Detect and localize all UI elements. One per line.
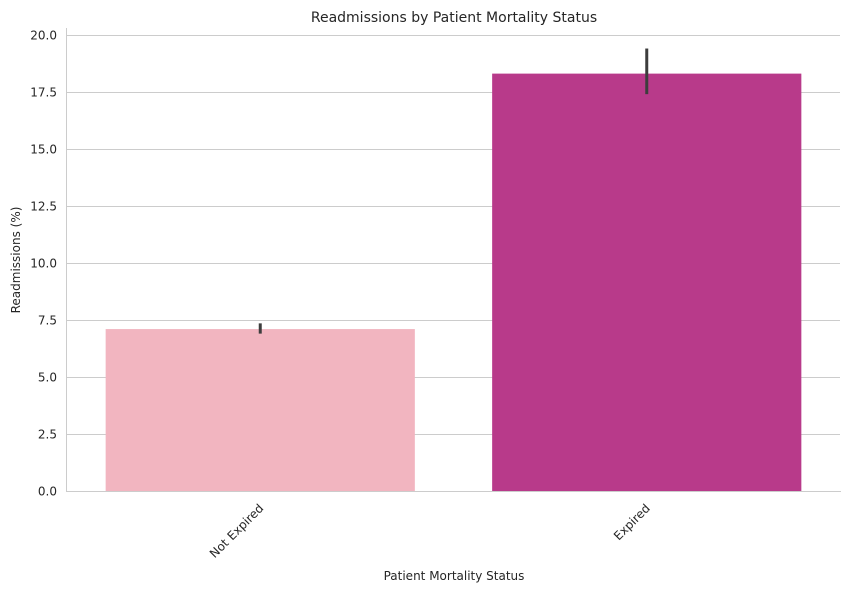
y-tick-label: 20.0 xyxy=(30,29,57,43)
error-bars xyxy=(258,48,649,334)
y-tick-label: 12.5 xyxy=(30,200,57,214)
x-axis-label: Patient Mortality Status xyxy=(384,569,525,583)
y-tick-label: 0.0 xyxy=(38,485,57,499)
x-tick-label: Not Expired xyxy=(207,501,267,561)
bar xyxy=(105,329,415,491)
bars xyxy=(105,73,802,492)
y-tick-label: 17.5 xyxy=(30,86,57,100)
y-tick-label: 7.5 xyxy=(38,314,57,328)
y-tick-label: 10.0 xyxy=(30,257,57,271)
y-tick-label: 2.5 xyxy=(38,428,57,442)
y-tick-label: 5.0 xyxy=(38,371,57,385)
y-tick-labels: 0.0 2.5 5.0 7.5 10.0 12.5 15.0 17.5 20.0 xyxy=(30,29,57,499)
bar xyxy=(492,73,802,492)
x-tick-labels: Not Expired Expired xyxy=(207,501,653,561)
chart-title: Readmissions by Patient Mortality Status xyxy=(311,10,597,26)
y-axis-label: Readmissions (%) xyxy=(9,207,23,314)
y-tick-label: 15.0 xyxy=(30,143,57,157)
x-tick-label: Expired xyxy=(611,501,653,543)
